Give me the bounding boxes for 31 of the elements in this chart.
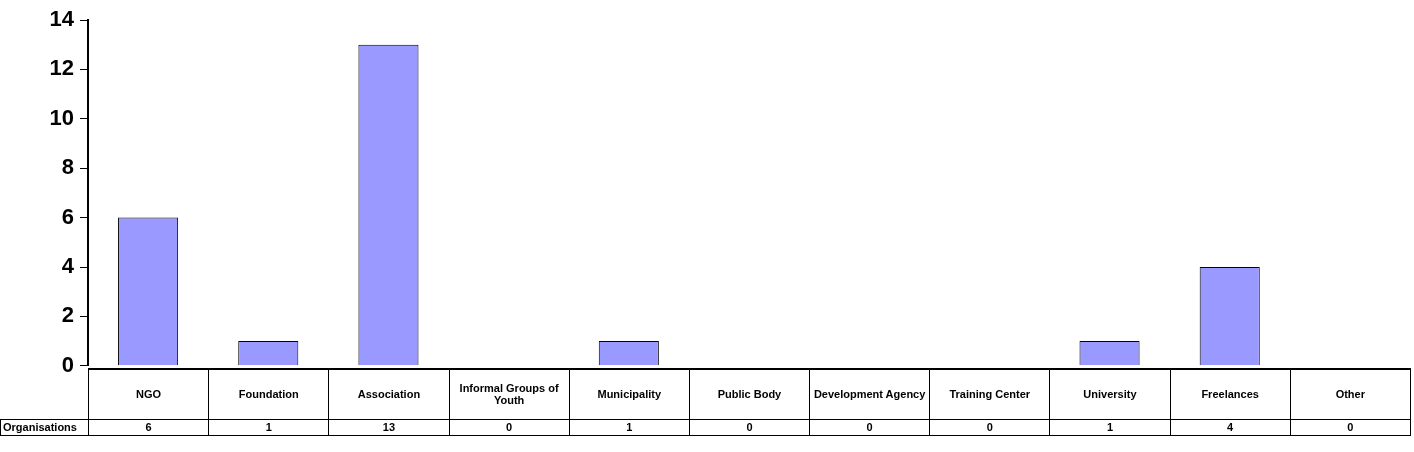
y-tick-label: 6 — [61, 203, 74, 229]
data-label: 1 — [208, 419, 329, 435]
y-tick-label: 2 — [61, 302, 74, 328]
y-tick-label: 10 — [49, 104, 74, 130]
data-label: 0 — [1290, 419, 1411, 435]
data-label: 1 — [569, 419, 690, 435]
data-label: 1 — [1049, 419, 1171, 435]
y-tick-label: 4 — [61, 253, 75, 279]
x-tick-label: Informal Groups of Youth — [449, 369, 570, 419]
y-tick-label: 12 — [49, 55, 74, 81]
y-tick-label: 0 — [61, 351, 74, 377]
x-tick-label: Municipality — [569, 369, 690, 419]
data-label: 6 — [88, 419, 209, 435]
x-tick-label: Training Center — [929, 369, 1050, 419]
x-tick-label: Public Body — [689, 369, 810, 419]
x-tick-label: University — [1049, 369, 1171, 419]
x-tick-label: Development Agency — [809, 369, 930, 419]
y-tick-label: 14 — [49, 6, 75, 32]
data-label: 4 — [1170, 419, 1291, 435]
data-label: 0 — [929, 419, 1050, 435]
x-tick-label: Other — [1290, 369, 1411, 419]
data-label: 0 — [809, 419, 930, 435]
x-tick-label: NGO — [88, 369, 209, 419]
data-label: 0 — [449, 419, 570, 435]
x-tick-label: Association — [328, 369, 450, 419]
y-tick-label: 8 — [61, 154, 74, 180]
x-tick-label: Foundation — [208, 369, 329, 419]
data-label: 0 — [689, 419, 810, 435]
text: Organisations — [0, 419, 89, 435]
data-label: 13 — [328, 419, 450, 435]
x-tick-label: Freelances — [1170, 369, 1291, 419]
